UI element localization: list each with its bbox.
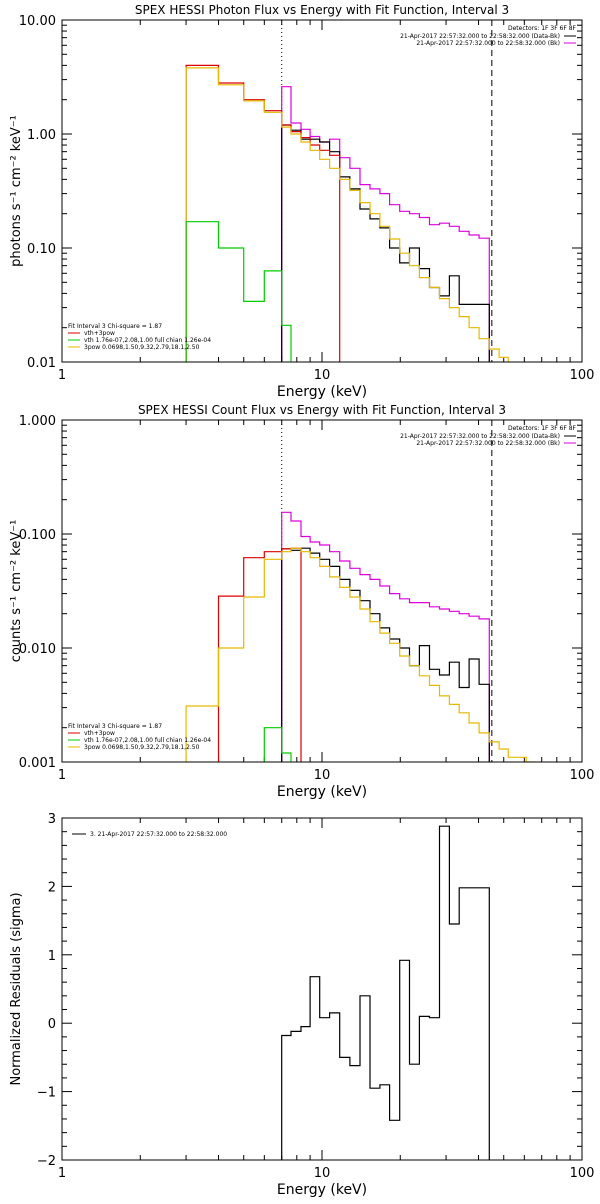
- chart-panel-1: SPEX HESSI Photon Flux vs Energy with Fi…: [9, 3, 594, 400]
- fit-legend-label: vth 1.76e-07,2.08,1.00 full chian 1.26e-…: [84, 737, 211, 744]
- fit-legend-label: 3pow 0.0698,1.50,9.32,2.79,18.1,2.50: [84, 744, 200, 751]
- y-tick-label: 1.000: [19, 414, 56, 429]
- legend-bottom: Fit Interval 3 Chi-square = 1.87vth+3pow…: [68, 723, 211, 751]
- y-tick-label: 1: [48, 949, 56, 964]
- x-tick-label: 1: [58, 368, 66, 383]
- series-group: [185, 64, 518, 362]
- legend-entry-label: 3. 21-Apr-2017 22:57:32.000 to 22:58:32.…: [90, 831, 227, 838]
- y-axis-label: Normalized Residuals (sigma): [9, 892, 24, 1085]
- chart-title: SPEX HESSI Photon Flux vs Energy with Fi…: [135, 3, 509, 17]
- fit-legend-header: Fit Interval 3 Chi-square = 1.87: [68, 323, 162, 330]
- x-tick-label: 1: [58, 768, 66, 783]
- y-tick-label: −2: [37, 1154, 56, 1169]
- x-tick-label: 10: [314, 768, 331, 783]
- series-line-4: [185, 547, 536, 762]
- y-axis-label: photons s⁻¹ cm⁻² keV⁻¹: [9, 115, 24, 267]
- x-axis-ticks: [61, 818, 583, 1160]
- fit-legend-label: vth+3pow: [84, 330, 115, 337]
- legend-header: Detectors: 1F 3F 6F 8F: [508, 425, 577, 432]
- y-tick-label: 0.10: [27, 242, 56, 257]
- y-tick-label: 0.001: [19, 756, 56, 771]
- y-tick-label: 10.00: [19, 14, 56, 29]
- y-tick-label: 1.00: [27, 128, 56, 143]
- y-tick-label: 0.100: [19, 528, 56, 543]
- plot-frame: [61, 419, 583, 763]
- fit-legend-header: Fit Interval 3 Chi-square = 1.87: [68, 723, 162, 730]
- series-line-2: [281, 124, 490, 362]
- x-axis-label: Energy (keV): [277, 1182, 367, 1198]
- legend-entry-label: 21-Apr-2017 22:57:32.000 to 22:58:32.000…: [416, 440, 560, 447]
- fit-legend-label: 3pow 0.0698,1.50,9.32,2.79,18.1,2.50: [84, 344, 200, 351]
- y-axis-label: counts s⁻¹ cm⁻² keV⁻¹: [9, 520, 24, 663]
- x-tick-label: 10: [314, 368, 331, 383]
- fit-legend-label: vth+3pow: [84, 730, 115, 737]
- series-group: [185, 511, 536, 762]
- plot-frame: [61, 817, 583, 1161]
- series-line-1: [281, 86, 490, 362]
- series-line-5: [263, 727, 302, 762]
- y-tick-label: −1: [37, 1086, 56, 1101]
- chart-panel-2: SPEX HESSI Count Flux vs Energy with Fit…: [9, 403, 594, 800]
- series-line-2: [281, 547, 490, 762]
- legend-bottom: Fit Interval 3 Chi-square = 1.87vth+3pow…: [68, 323, 211, 351]
- x-tick-label: 1: [58, 1166, 66, 1181]
- series-line-4: [185, 67, 518, 362]
- y-tick-label: 3: [48, 812, 56, 827]
- series-group: [281, 825, 490, 1160]
- x-tick-label: 100: [570, 1166, 595, 1181]
- x-tick-label: 100: [570, 768, 595, 783]
- y-tick-label: 0: [48, 1017, 56, 1032]
- x-tick-label: 100: [570, 368, 595, 383]
- series-line-1: [281, 511, 490, 762]
- series-line-1: [281, 825, 490, 1160]
- x-axis-label: Energy (keV): [277, 384, 367, 400]
- y-axis-ticks: [62, 424, 582, 763]
- legend-entry-label: 21-Apr-2017 22:57:32.000 to 22:58:32.000…: [416, 40, 560, 47]
- y-tick-label: 0.010: [19, 642, 56, 657]
- plot-frame: [61, 19, 583, 363]
- fit-legend-label: vth 1.76e-07,2.08,1.00 full chian 1.26e-…: [84, 337, 211, 344]
- legend-entry-label: 21-Apr-2017 22:57:32.000 to 22:58:32.000…: [400, 433, 560, 440]
- x-tick-label: 10: [314, 1166, 331, 1181]
- y-tick-label: 2: [48, 880, 56, 895]
- legend-header: Detectors: 1F 3F 6F 8F: [508, 25, 577, 32]
- series-line-5: [185, 221, 302, 362]
- legend-top: 3. 21-Apr-2017 22:57:32.000 to 22:58:32.…: [72, 831, 227, 838]
- x-axis-label: Energy (keV): [277, 784, 367, 800]
- legend-entry-label: 21-Apr-2017 22:57:32.000 to 22:58:32.000…: [400, 33, 560, 40]
- y-tick-label: 0.01: [27, 356, 56, 371]
- chart-title: SPEX HESSI Count Flux vs Energy with Fit…: [138, 403, 506, 417]
